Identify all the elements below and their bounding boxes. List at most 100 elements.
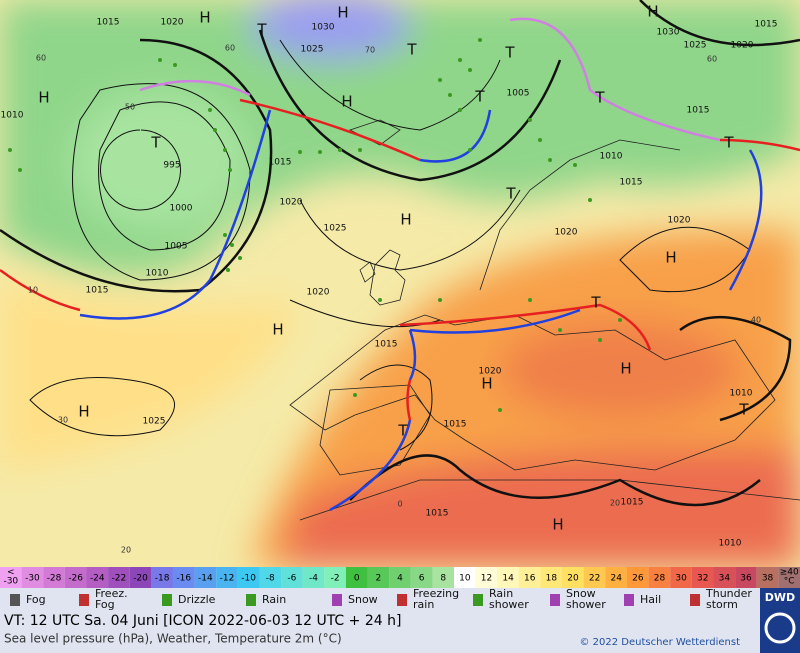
scale-label: 14 — [502, 574, 514, 584]
pressure-system: H — [481, 375, 492, 393]
scale-label: -14 — [198, 574, 213, 584]
pressure-system: T — [504, 44, 515, 62]
pressure-system: T — [723, 134, 734, 152]
scale-label: 30 — [675, 574, 687, 584]
scale-cell — [756, 567, 779, 588]
grid-label: 0 — [397, 500, 402, 509]
rain-dot — [438, 298, 442, 302]
rain-dot — [213, 128, 217, 132]
rain-dot — [338, 148, 342, 152]
legend-icon — [550, 594, 560, 606]
scale-label: 26 — [632, 574, 644, 584]
legend-icon — [690, 594, 700, 606]
scale-label: 16 — [524, 574, 536, 584]
rain-dot — [438, 78, 442, 82]
pressure-system: T — [397, 422, 408, 440]
pressure-label: 1020 — [731, 41, 754, 51]
scale-label: 0 — [354, 574, 360, 584]
rain-dot — [528, 298, 532, 302]
rain-dot — [528, 118, 532, 122]
legend-label: Fog — [95, 598, 115, 611]
pressure-label: 1015 — [621, 498, 644, 508]
pressure-system: H — [272, 321, 283, 339]
pressure-label: 1020 — [161, 18, 184, 28]
scale-label: < — [7, 568, 15, 578]
valid-time: VT: 12 UTC Sa. 04 Juni [ICON 2022-06-03 … — [4, 613, 401, 629]
scale-label: 12 — [481, 574, 492, 584]
pressure-label: 1010 — [719, 539, 742, 549]
rain-dot — [588, 198, 592, 202]
pressure-label: 1020 — [479, 367, 502, 377]
scale-label: -4 — [309, 574, 318, 584]
scale-cell — [454, 567, 476, 588]
rain-dot — [230, 243, 234, 247]
scale-label: 34 — [719, 574, 731, 584]
legend-label: Snow — [348, 593, 378, 606]
pressure-label: 995 — [163, 161, 180, 171]
grid-label: 60 — [225, 44, 235, 53]
scale-cell — [691, 567, 714, 588]
grid-label: 10 — [28, 286, 38, 295]
pressure-system: H — [647, 3, 658, 21]
rain-dot — [548, 158, 552, 162]
pressure-label: 1025 — [324, 224, 347, 234]
rain-dot — [223, 233, 227, 237]
scale-cell — [713, 567, 736, 588]
pressure-label: 1020 — [668, 216, 691, 226]
scale-label: -10 — [241, 574, 256, 584]
scale-label: 18 — [546, 574, 558, 584]
legend-icon — [10, 594, 20, 606]
rain-dot — [498, 408, 502, 412]
scale-cell — [324, 567, 346, 588]
coastlines — [289, 119, 800, 521]
rain-dot — [468, 68, 472, 72]
scale-label: -12 — [220, 574, 235, 584]
scale-cell — [475, 567, 498, 588]
scale-cell — [670, 567, 692, 588]
legend-label: Drizzle — [178, 593, 216, 606]
rain-dot — [378, 298, 382, 302]
grid-label: 50 — [125, 103, 135, 112]
pressure-system: H — [341, 93, 352, 111]
scale-label: -30 — [25, 574, 40, 584]
rain-dot — [458, 58, 462, 62]
map-background — [0, 0, 800, 567]
rain-dot — [223, 148, 227, 152]
scale-cell — [410, 567, 433, 588]
pressure-label: 1015 — [755, 20, 778, 30]
legend-icon — [246, 594, 256, 606]
legend-label: Fog — [26, 593, 46, 606]
rain-dot — [618, 318, 622, 322]
scale-cell — [583, 567, 606, 588]
scale-cell — [108, 567, 130, 588]
pressure-system: H — [38, 89, 49, 107]
pressure-label: 1010 — [600, 152, 623, 162]
legend-icon — [624, 594, 634, 606]
scale-cell — [151, 567, 173, 588]
rain-dot — [538, 138, 542, 142]
scale-cell — [432, 567, 455, 588]
rain-dot — [458, 108, 462, 112]
pressure-label: 1020 — [280, 198, 303, 208]
rain-dot — [158, 58, 162, 62]
rain-dot — [226, 268, 230, 272]
rain-dot — [353, 393, 357, 397]
scale-label: -22 — [112, 574, 127, 584]
pressure-label: 1015 — [426, 509, 449, 519]
pressure-label: 1015 — [269, 158, 292, 168]
scale-cell — [259, 567, 282, 588]
scale-cell — [540, 567, 563, 588]
scale-label: ≥40 — [780, 568, 799, 578]
isobars — [0, 0, 800, 507]
scale-cell — [389, 567, 411, 588]
rain-dot — [228, 168, 232, 172]
rain-dot — [8, 148, 12, 152]
scale-cell — [194, 567, 217, 588]
pressure-system: T — [150, 134, 161, 152]
pressure-system: H — [78, 403, 89, 421]
pressure-system: H — [665, 249, 676, 267]
rain-dot — [468, 148, 472, 152]
pressure-label: 1010 — [730, 389, 753, 399]
legend-label: shower — [566, 598, 606, 611]
